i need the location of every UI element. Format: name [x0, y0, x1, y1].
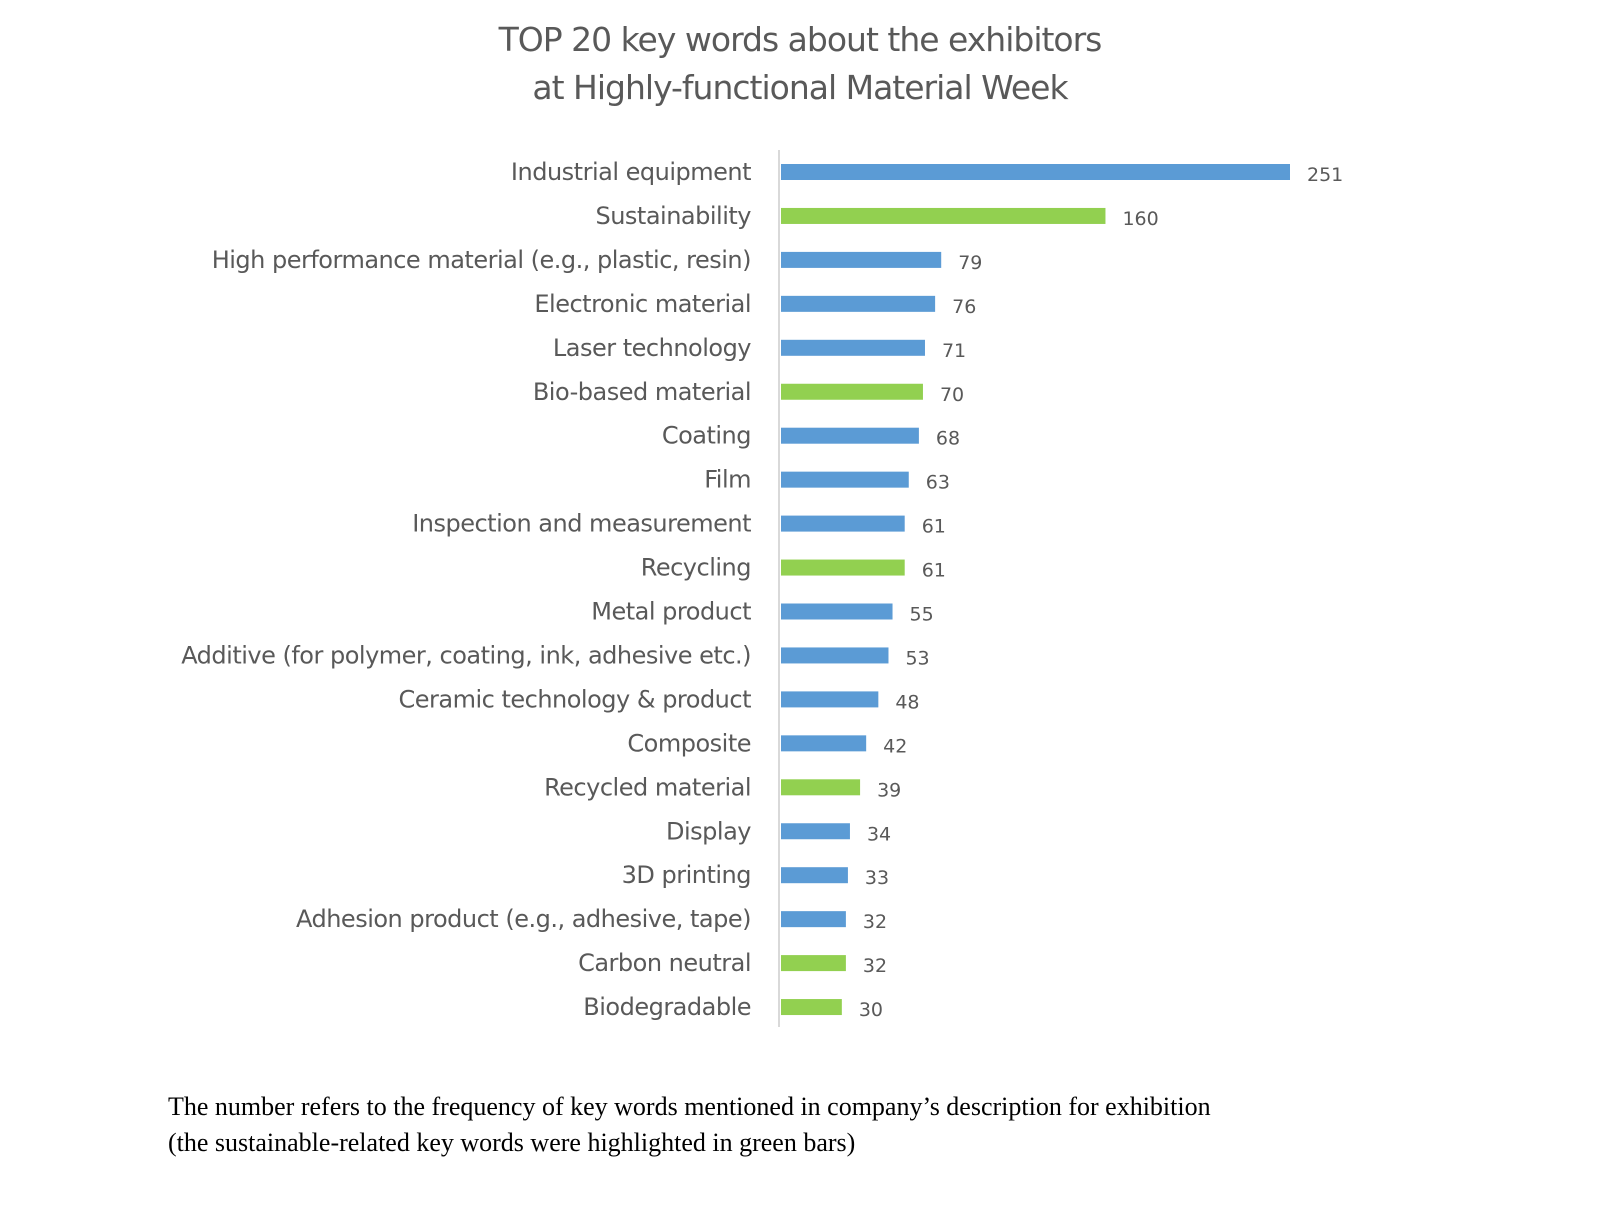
category-label: Carbon neutral — [578, 949, 751, 977]
data-label: 32 — [863, 955, 887, 977]
data-label: 68 — [936, 428, 960, 450]
bar — [781, 559, 905, 576]
category-label: High performance material (e.g., plastic… — [212, 246, 751, 274]
category-label: Metal product — [591, 598, 751, 626]
bar — [781, 471, 909, 488]
chart-title-line-2: at Highly-functional Material Week — [532, 68, 1068, 107]
bar — [781, 735, 867, 752]
category-label: Ceramic technology & product — [398, 685, 751, 713]
category-label: Inspection and measurement — [412, 510, 751, 538]
data-label: 63 — [926, 472, 950, 494]
data-label: 30 — [859, 999, 883, 1021]
data-label: 48 — [895, 691, 919, 713]
bar — [781, 383, 923, 400]
category-label: Composite — [627, 729, 751, 757]
category-label: Film — [704, 466, 751, 494]
category-label: Electronic material — [534, 290, 751, 318]
category-label: Biodegradable — [583, 993, 751, 1021]
bar — [781, 867, 848, 884]
category-label: Sustainability — [595, 202, 751, 230]
data-label: 70 — [940, 384, 964, 406]
data-label: 34 — [867, 823, 891, 845]
category-label: Recycling — [641, 554, 751, 582]
bar — [781, 251, 942, 268]
data-label: 33 — [865, 867, 889, 889]
bar — [781, 427, 919, 444]
data-label: 55 — [910, 604, 934, 626]
category-label: Bio-based material — [533, 378, 751, 406]
data-label: 251 — [1307, 164, 1343, 186]
bar — [781, 647, 889, 664]
bar-chart: Industrial equipment 251 Sustainability 160… — [181, 150, 1343, 1027]
bar — [781, 164, 1290, 180]
category-label: Laser technology — [553, 334, 751, 362]
data-label: 53 — [905, 647, 929, 669]
data-label: 71 — [942, 340, 966, 362]
data-label: 76 — [952, 296, 976, 318]
bar — [781, 515, 905, 532]
category-label: 3D printing — [622, 861, 751, 889]
bar — [781, 955, 846, 972]
data-label: 39 — [877, 779, 901, 801]
data-label: 32 — [863, 911, 887, 933]
bar — [781, 911, 846, 928]
data-label: 61 — [922, 516, 946, 538]
bar — [781, 339, 925, 356]
caption-line-1: The number refers to the frequency of ke… — [168, 1092, 1211, 1121]
bar — [781, 207, 1106, 224]
data-label: 79 — [958, 252, 982, 274]
chart-title-line-1: TOP 20 key words about the exhibitors — [498, 20, 1103, 59]
category-label: Recycled material — [544, 773, 751, 801]
data-label: 160 — [1122, 208, 1158, 230]
category-label: Additive (for polymer, coating, ink, adh… — [181, 641, 751, 669]
bar — [781, 603, 893, 620]
data-label: 42 — [883, 735, 907, 757]
bar — [781, 779, 861, 796]
bar — [781, 999, 842, 1016]
bar — [781, 691, 879, 708]
category-label: Industrial equipment — [511, 158, 751, 186]
data-label: 61 — [922, 560, 946, 582]
bar — [781, 295, 936, 312]
bar — [781, 823, 850, 840]
category-label: Display — [666, 817, 751, 845]
category-label: Coating — [662, 422, 751, 450]
category-label: Adhesion product (e.g., adhesive, tape) — [296, 905, 751, 933]
caption-line-2: (the sustainable-related key words were … — [168, 1128, 856, 1157]
